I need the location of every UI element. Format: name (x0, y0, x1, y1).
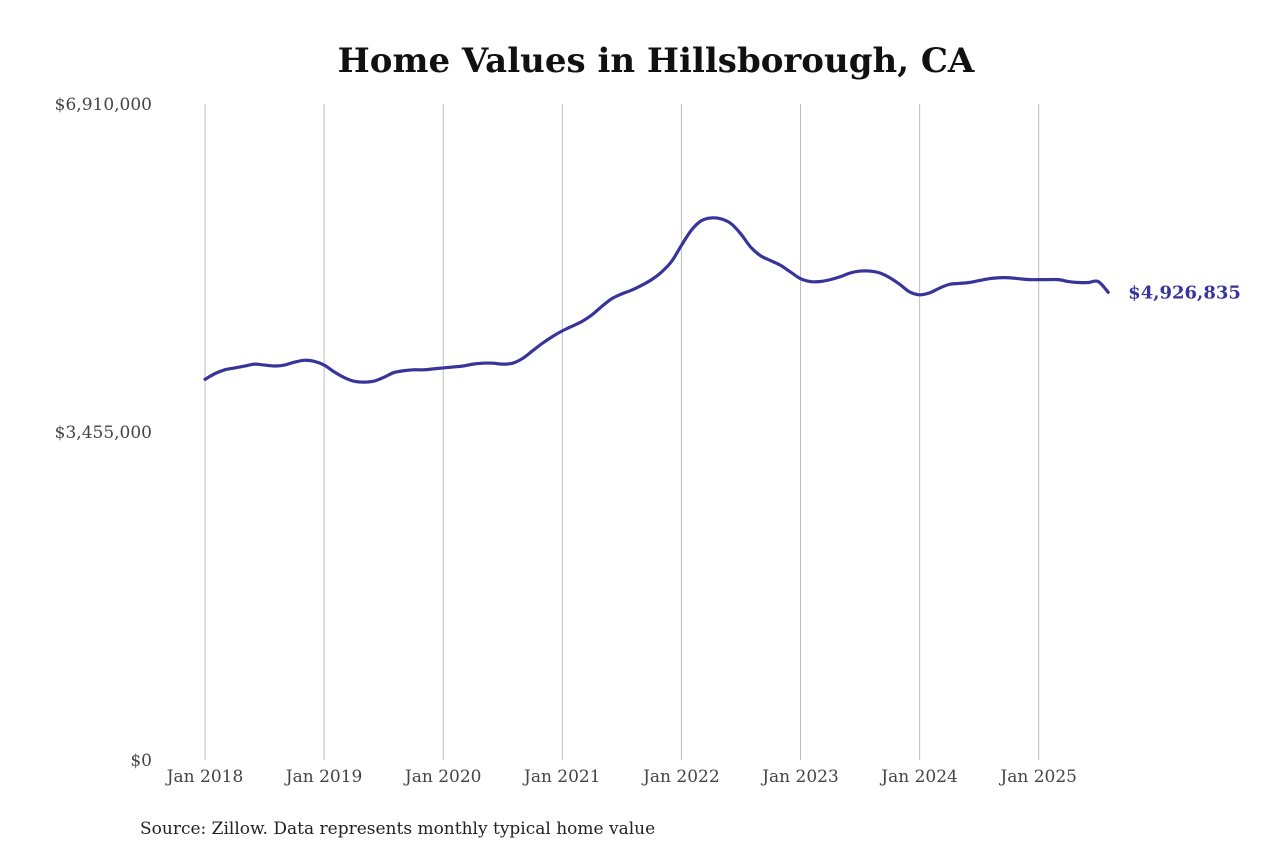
x-tick-label: Jan 2022 (641, 767, 720, 787)
end-value-label: $4,926,835 (1128, 282, 1241, 303)
series-line (203, 216, 1110, 384)
x-tick-label: Jan 2023 (760, 767, 839, 787)
series-layer (203, 216, 1110, 384)
y-tick-label: $3,455,000 (55, 423, 152, 443)
x-tick-label: Jan 2018 (165, 767, 244, 787)
x-tick-label: Jan 2024 (879, 767, 958, 787)
x-tick-label: Jan 2020 (403, 767, 482, 787)
y-tick-label: $6,910,000 (55, 95, 152, 115)
x-axis: Jan 2018 Jan 2019 Jan 2020 Jan 2021 Jan 2022… (165, 767, 1077, 787)
x-tick-label: Jan 2025 (998, 767, 1077, 787)
x-tick-label: Jan 2021 (522, 767, 601, 787)
grid-layer (204, 104, 1040, 760)
source-note: Source: Zillow. Data represents monthly … (140, 819, 655, 839)
x-tick-label: Jan 2019 (284, 767, 363, 787)
y-axis: $0 $3,455,000 $6,910,000 (55, 95, 152, 771)
y-tick-label: $0 (130, 751, 152, 771)
chart-title: Home Values in Hillsborough, CA (338, 41, 975, 81)
